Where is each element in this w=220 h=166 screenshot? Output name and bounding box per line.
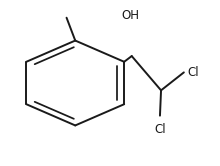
Text: Cl: Cl xyxy=(154,123,166,136)
Text: OH: OH xyxy=(122,9,140,22)
Text: Cl: Cl xyxy=(187,66,199,79)
